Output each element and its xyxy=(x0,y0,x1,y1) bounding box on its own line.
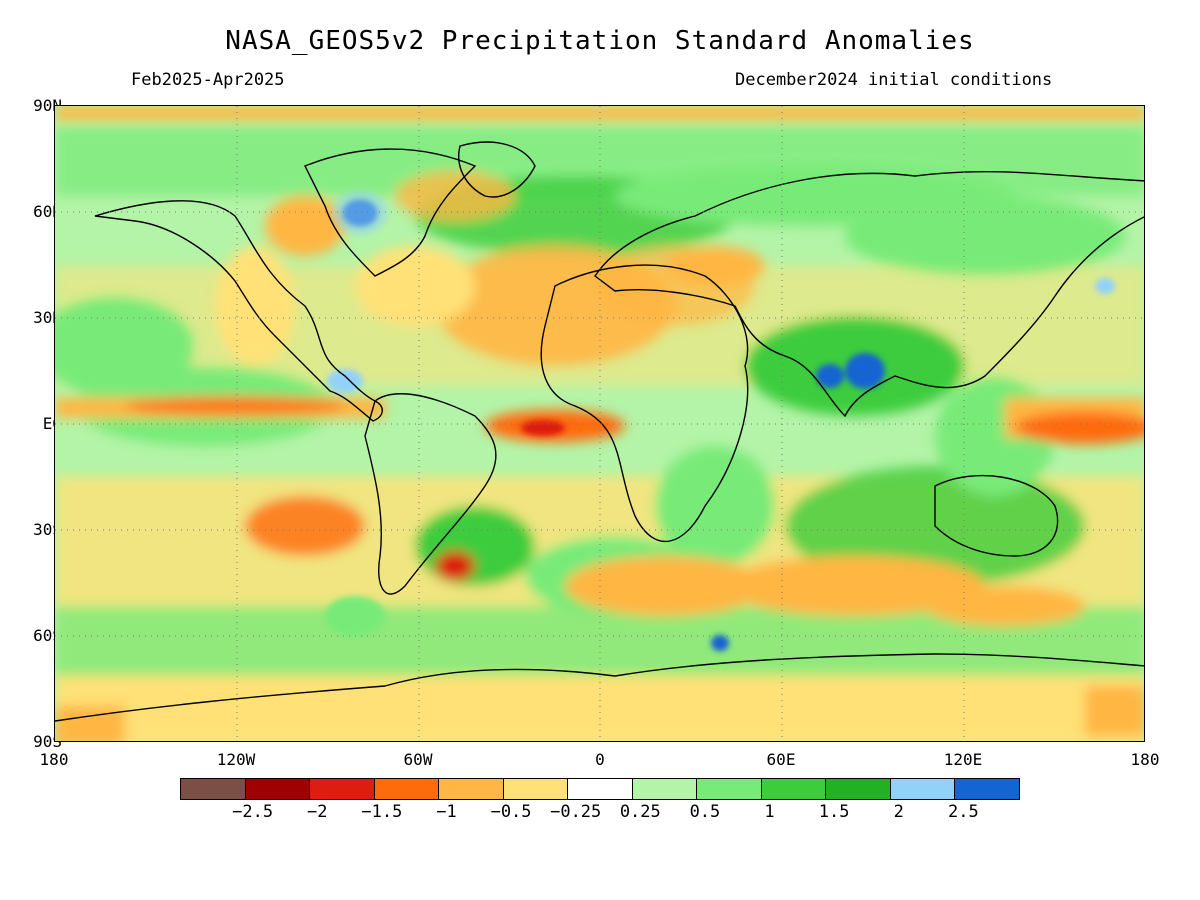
colorbar-swatch xyxy=(245,779,311,799)
lat-label-90s: 90S xyxy=(33,732,62,751)
initial-conditions: December2024 initial conditions xyxy=(735,70,1053,90)
lat-label-30n: 30N xyxy=(33,308,62,327)
lat-label-30s: 30S xyxy=(33,520,62,539)
colorbar-swatch xyxy=(826,779,891,799)
colorbar-swatch xyxy=(310,779,375,799)
colorbar-swatch xyxy=(503,779,569,799)
colorbar-tick-label: −0.25 xyxy=(550,802,602,822)
precipitation-anomaly-map xyxy=(54,105,1145,742)
lat-label-60n: 60N xyxy=(33,202,62,221)
map-title: NASA_GEOS5v2 Precipitation Standard Anom… xyxy=(225,26,975,56)
forecast-period: Feb2025-Apr2025 xyxy=(131,70,285,90)
lon-label-120e: 120E xyxy=(943,750,983,769)
colorbar-swatch xyxy=(568,779,633,799)
colorbar-swatch xyxy=(761,779,827,799)
colorbar-tick-label: −2 xyxy=(306,802,328,822)
colorbar-tick-label: 1 xyxy=(764,802,775,822)
lon-label-180w: 180 xyxy=(39,750,69,769)
colorbar-swatch xyxy=(890,779,956,799)
lat-label-eq: EQ xyxy=(42,414,62,433)
colorbar-tick-label: 0.25 xyxy=(619,802,661,822)
graticule xyxy=(55,106,1144,741)
colorbar-tick-label: 1.5 xyxy=(818,802,850,822)
colorbar-swatch xyxy=(632,779,698,799)
colorbar-tick-label: −1.5 xyxy=(361,802,403,822)
lon-label-60e: 60E xyxy=(766,750,796,769)
colorbar-tick-label: 0.5 xyxy=(689,802,721,822)
colorbar-swatch xyxy=(955,779,1019,799)
lon-label-0: 0 xyxy=(595,750,605,769)
colorbar-tick-label: −0.5 xyxy=(490,802,532,822)
colorbar-tick-label: −1 xyxy=(436,802,457,822)
lon-label-60w: 60W xyxy=(403,750,433,769)
colorbar-swatch xyxy=(697,779,762,799)
colorbar-tick-label: 2.5 xyxy=(948,802,979,822)
lat-label-60s: 60S xyxy=(33,626,62,645)
coastlines xyxy=(55,141,1144,722)
colorbar-swatch xyxy=(439,779,504,799)
colorbar xyxy=(180,778,1020,800)
lat-label-90n: 90N xyxy=(33,96,62,115)
anomaly-field xyxy=(55,106,1144,741)
colorbar-swatch xyxy=(374,779,440,799)
colorbar-tick-label: 2 xyxy=(893,802,904,822)
colorbar-tick-label: −2.5 xyxy=(232,802,274,822)
lon-label-180e: 180 xyxy=(1130,750,1160,769)
colorbar-swatch xyxy=(181,779,246,799)
lon-label-120w: 120W xyxy=(216,750,256,769)
